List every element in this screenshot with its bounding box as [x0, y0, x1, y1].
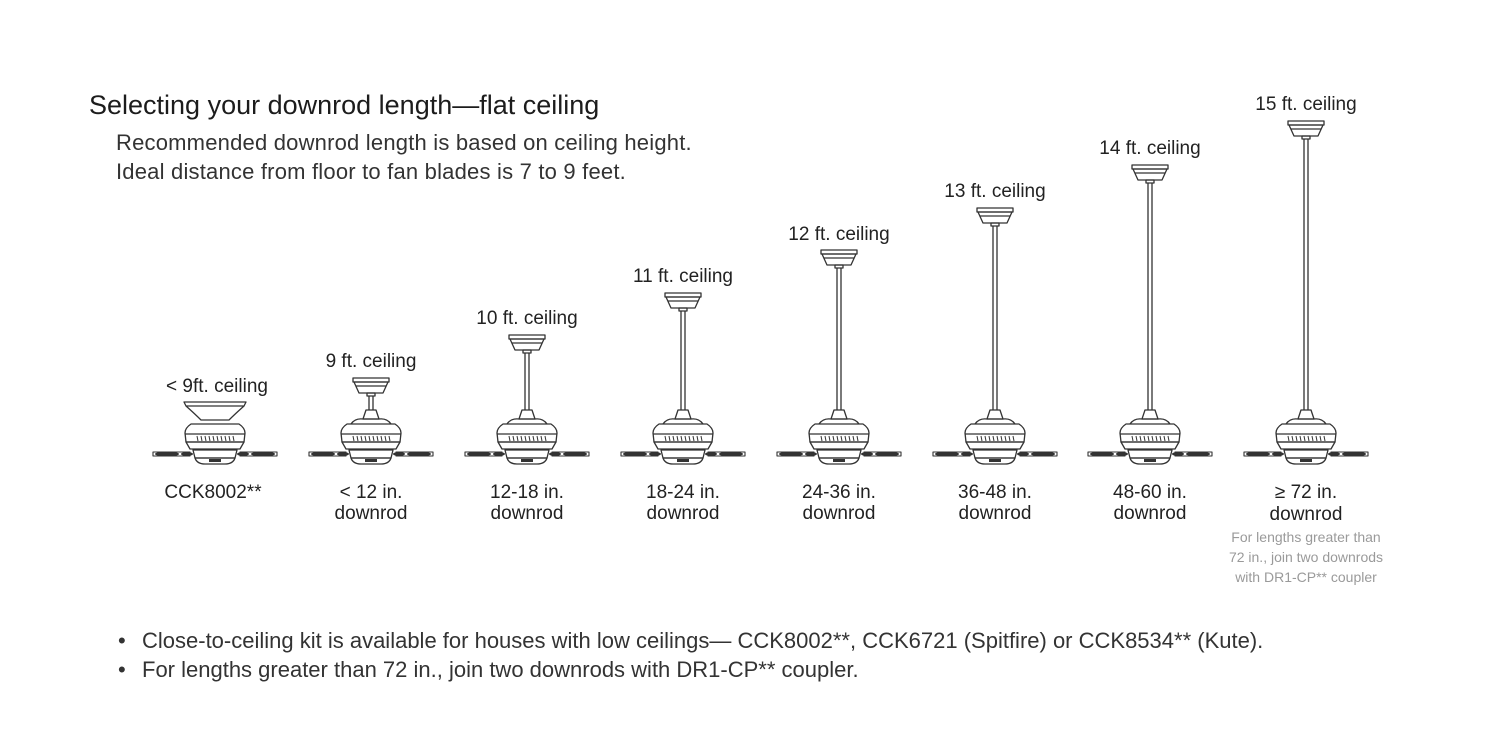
ceiling-label-10: 10 ft. ceiling [476, 308, 578, 329]
intro-line-2: Ideal distance from floor to fan blades … [116, 159, 626, 184]
fan-under-9 [152, 401, 278, 465]
fan-14 [1087, 164, 1213, 465]
downrod-word-15: downrod [1269, 504, 1343, 525]
downrod-word-10: downrod [490, 503, 564, 524]
fan-11 [620, 292, 746, 465]
downrod-word-12: downrod [802, 503, 876, 524]
downrod-length-13: 36-48 in. [958, 482, 1032, 503]
downrod-length-10: 12-18 in. [490, 482, 564, 503]
fan-13 [932, 207, 1058, 465]
notes-list: Close-to-ceiling kit is available for ho… [118, 626, 1263, 684]
downrod-word-11: downrod [646, 503, 720, 524]
page-title: Selecting your downrod length—flat ceili… [89, 90, 600, 120]
intro-line-1: Recommended downrod length is based on c… [116, 130, 692, 155]
ceiling-label-12: 12 ft. ceiling [788, 224, 890, 245]
coupler-note-line-3: with DR1-CP** coupler [1235, 569, 1377, 585]
ceiling-label-15: 15 ft. ceiling [1255, 94, 1357, 115]
bullet-coupler: For lengths greater than 72 in., join tw… [118, 655, 1263, 684]
downrod-length-11: 18-24 in. [646, 482, 720, 503]
ceiling-label-9: 9 ft. ceiling [325, 351, 417, 372]
downrod-word-14: downrod [1113, 503, 1187, 524]
coupler-note-line-1: For lengths greater than [1231, 529, 1381, 545]
downrod-length-14: 48-60 in. [1113, 482, 1187, 503]
downrod-length-12: 24-36 in. [802, 482, 876, 503]
ceiling-label-13: 13 ft. ceiling [944, 181, 1046, 202]
ceiling-label-11: 11 ft. ceiling [633, 266, 733, 287]
downrod-length-9: < 12 in. [339, 482, 403, 503]
bullet-close-to-ceiling-kit: Close-to-ceiling kit is available for ho… [118, 626, 1263, 655]
kit-label-cck8002: CCK8002** [164, 482, 262, 503]
ceiling-label-under-9: < 9ft. ceiling [166, 376, 268, 397]
downrod-word-9: downrod [334, 503, 408, 524]
fan-9 [308, 377, 434, 465]
ceiling-label-14: 14 ft. ceiling [1099, 138, 1201, 159]
fan-12 [776, 249, 902, 465]
fan-15 [1243, 120, 1369, 465]
downrod-word-13: downrod [958, 503, 1032, 524]
coupler-note-line-2: 72 in., join two downrods [1228, 549, 1384, 565]
downrod-length-15: ≥ 72 in. [1274, 482, 1338, 503]
coupler-note: For lengths greater than 72 in., join tw… [1229, 527, 1383, 587]
fan-10 [464, 334, 590, 465]
